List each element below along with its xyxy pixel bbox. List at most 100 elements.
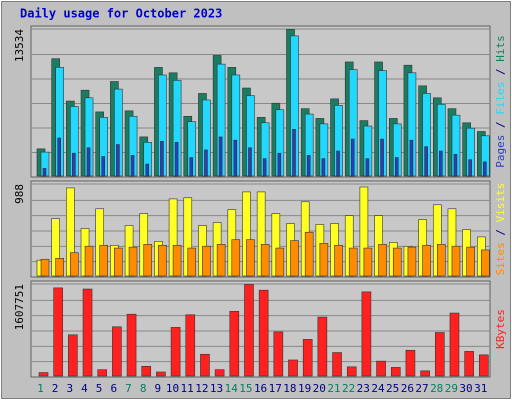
bar: [204, 149, 208, 177]
bar: [189, 157, 194, 177]
bar: [246, 239, 255, 277]
x-tick-label: 9: [155, 382, 162, 395]
bar: [424, 146, 428, 177]
y-tick-label: 988: [13, 184, 26, 204]
bar: [141, 365, 152, 377]
bar: [380, 138, 384, 177]
bar: [449, 312, 460, 377]
x-tick-label: 29: [445, 382, 458, 395]
bar: [40, 258, 50, 277]
bar: [319, 243, 329, 277]
bar: [378, 244, 387, 277]
bar: [143, 244, 153, 277]
chart-title: Daily usage for October 2023: [20, 7, 222, 21]
bar: [346, 366, 357, 377]
legend: Sites / Visits: [494, 183, 507, 276]
legend: Pages / Files / Hits: [494, 35, 507, 168]
bar: [101, 156, 106, 177]
bar: [185, 314, 196, 377]
y-tick-label: 1607751: [13, 284, 26, 330]
bar: [55, 258, 64, 277]
x-tick-label: 31: [474, 382, 487, 395]
bar: [114, 247, 123, 277]
bar: [275, 247, 285, 277]
bar: [158, 244, 167, 277]
bar: [53, 287, 63, 377]
legend-entry: Visits: [494, 183, 507, 223]
bar: [436, 244, 446, 277]
bar: [57, 137, 61, 177]
x-tick-label: 15: [239, 382, 252, 395]
bar: [365, 158, 370, 177]
x-tick-label: 1: [37, 382, 44, 395]
x-tick-label: 25: [386, 382, 399, 395]
x-tick-label: 6: [110, 382, 117, 395]
bar: [348, 247, 358, 277]
bar: [394, 157, 399, 177]
bar: [483, 161, 487, 177]
bar: [82, 288, 93, 377]
legend: KBytes: [494, 309, 507, 349]
bar: [288, 359, 298, 377]
bar: [216, 244, 226, 277]
x-tick-label: 2: [52, 382, 59, 395]
bar: [390, 367, 401, 377]
bar: [128, 246, 138, 277]
legend-separator: /: [494, 222, 507, 242]
x-tick-label: 3: [66, 382, 73, 395]
bar: [464, 351, 474, 377]
bar: [479, 354, 489, 377]
bar: [156, 371, 166, 377]
bar: [334, 244, 343, 277]
bar: [420, 370, 430, 377]
x-tick-label: 21: [327, 382, 340, 395]
bar: [304, 231, 314, 277]
x-tick-label: 28: [430, 382, 443, 395]
bar: [112, 326, 122, 377]
bar: [99, 244, 109, 277]
legend-entry: Hits: [494, 35, 507, 62]
bar: [321, 158, 326, 177]
bar: [172, 244, 182, 277]
bar: [229, 311, 240, 377]
bar: [332, 352, 342, 377]
bar: [38, 372, 49, 377]
bar: [434, 332, 445, 377]
bar: [468, 159, 472, 177]
x-tick-label: 24: [371, 382, 385, 395]
y-tick-label: 13534: [13, 29, 26, 62]
bar: [361, 291, 372, 377]
bar: [292, 128, 296, 177]
bar: [145, 163, 150, 177]
x-tick-label: 5: [96, 382, 103, 395]
bar: [200, 353, 210, 377]
x-tick-label: 30: [459, 382, 472, 395]
x-tick-label: 12: [195, 382, 208, 395]
bar: [258, 289, 269, 377]
x-tick-label: 7: [125, 382, 132, 395]
bar: [160, 140, 164, 177]
bar: [174, 142, 179, 177]
bar: [187, 247, 197, 277]
bar: [306, 155, 311, 177]
bar: [202, 245, 211, 277]
bar: [248, 147, 252, 177]
legend-entry: KBytes: [494, 309, 507, 349]
bar: [262, 158, 267, 177]
bar: [376, 360, 386, 377]
bar: [231, 239, 241, 277]
bar: [218, 136, 223, 177]
bar: [97, 369, 108, 377]
bar: [392, 247, 402, 277]
x-tick-label: 20: [313, 382, 326, 395]
x-tick-label: 17: [269, 382, 282, 395]
x-tick-label: 16: [254, 382, 267, 395]
x-tick-label: 8: [140, 382, 147, 395]
bar: [273, 331, 284, 377]
bar: [409, 139, 414, 177]
bar: [70, 252, 79, 277]
legend-separator: /: [494, 115, 507, 135]
bar: [170, 327, 181, 377]
